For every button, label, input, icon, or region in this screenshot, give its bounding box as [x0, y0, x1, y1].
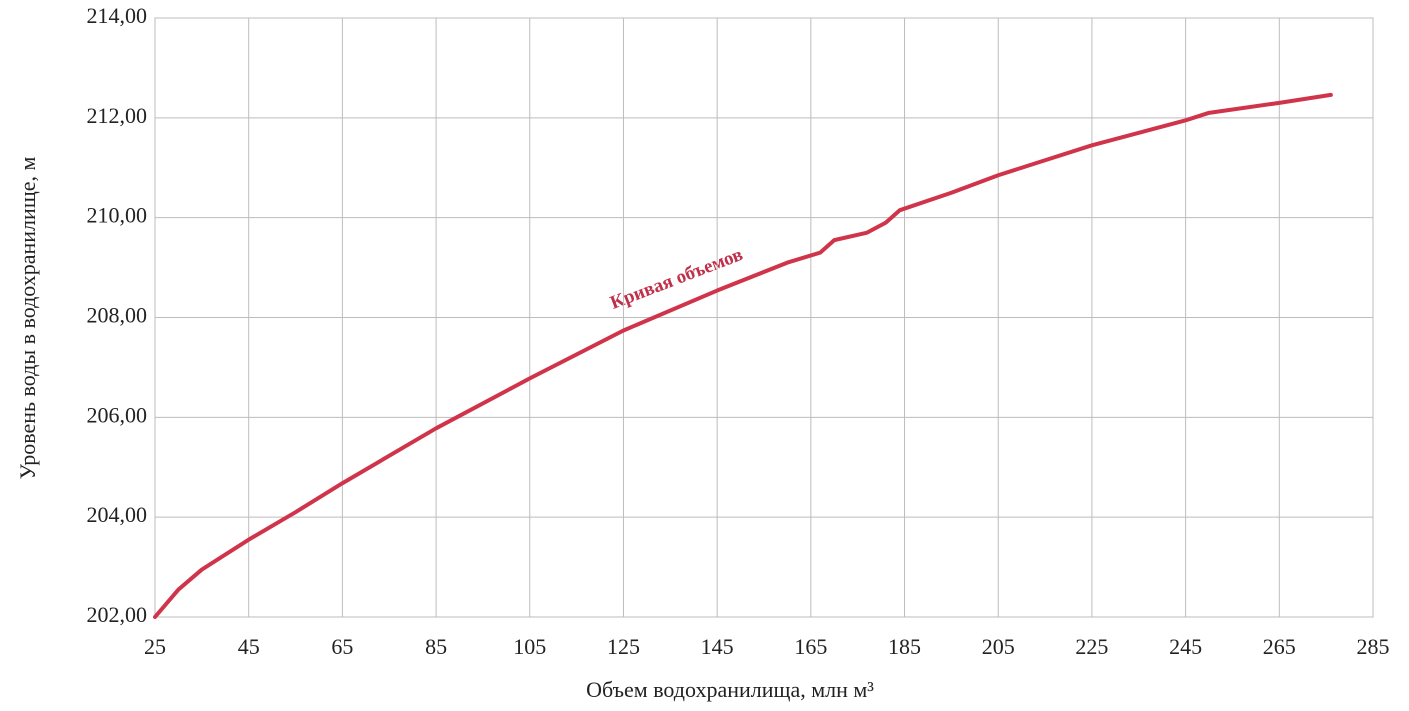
x-tick-label: 165 — [794, 634, 827, 659]
x-tick-label: 245 — [1169, 634, 1202, 659]
y-tick-label: 206,00 — [87, 402, 148, 427]
x-tick-label: 185 — [888, 634, 921, 659]
x-tick-label: 265 — [1263, 634, 1296, 659]
x-tick-label: 25 — [144, 634, 166, 659]
x-tick-label: 125 — [607, 634, 640, 659]
x-tick-label: 285 — [1357, 634, 1390, 659]
x-tick-label: 205 — [982, 634, 1015, 659]
y-tick-label: 202,00 — [87, 602, 148, 627]
x-tick-label: 225 — [1075, 634, 1108, 659]
x-tick-label: 65 — [331, 634, 353, 659]
curve-annotation: Кривая объемов — [607, 244, 745, 314]
volume-curve — [153, 92, 1333, 619]
x-tick-label: 45 — [238, 634, 260, 659]
x-tick-label: 85 — [425, 634, 447, 659]
y-tick-label: 212,00 — [87, 103, 148, 128]
y-tick-label: 204,00 — [87, 502, 148, 527]
x-axis-title: Объем водохранилища, млн м³ — [586, 677, 874, 702]
y-axis-title: Уровень воды в водохранилище, м — [15, 156, 40, 479]
y-tick-label: 210,00 — [87, 203, 148, 228]
x-tick-label: 105 — [513, 634, 546, 659]
y-tick-label: 214,00 — [87, 3, 148, 28]
x-tick-label: 145 — [701, 634, 734, 659]
y-tick-label: 208,00 — [87, 303, 148, 328]
